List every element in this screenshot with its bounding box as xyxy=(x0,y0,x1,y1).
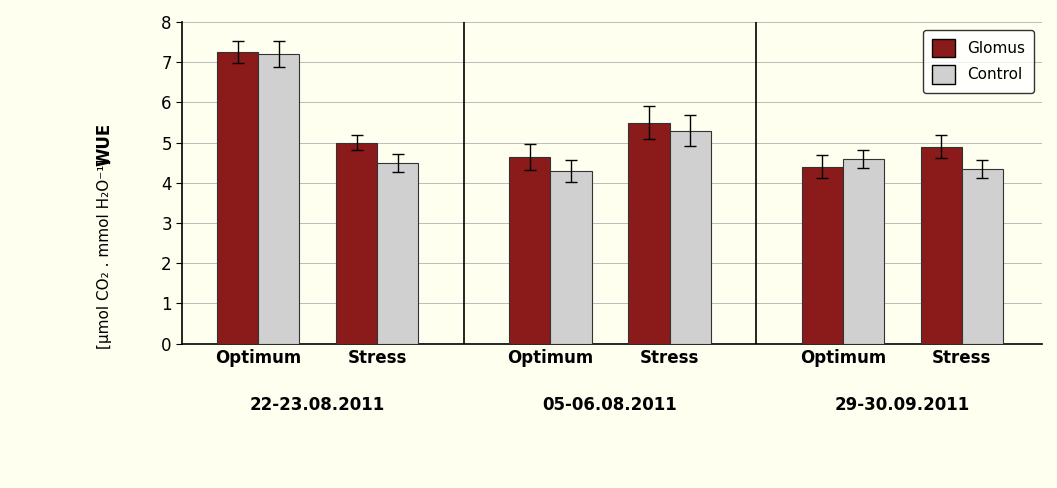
Legend: Glomus, Control: Glomus, Control xyxy=(923,30,1035,93)
Text: WUE: WUE xyxy=(96,122,114,166)
Bar xyxy=(551,171,592,344)
Text: 22-23.08.2011: 22-23.08.2011 xyxy=(251,396,385,414)
Bar xyxy=(217,52,258,344)
Bar xyxy=(921,147,962,344)
Text: [µmol CO₂ . mmol H₂O⁻¹]: [µmol CO₂ . mmol H₂O⁻¹] xyxy=(97,159,112,349)
Bar xyxy=(962,169,1003,344)
Text: 29-30.09.2011: 29-30.09.2011 xyxy=(835,396,970,414)
Bar xyxy=(336,142,377,344)
Bar xyxy=(258,54,299,344)
Bar xyxy=(842,159,884,344)
Text: 05-06.08.2011: 05-06.08.2011 xyxy=(542,396,678,414)
Bar xyxy=(669,131,710,344)
Bar xyxy=(801,167,842,344)
Bar xyxy=(377,163,419,344)
Bar xyxy=(509,157,551,344)
Bar xyxy=(628,122,669,344)
